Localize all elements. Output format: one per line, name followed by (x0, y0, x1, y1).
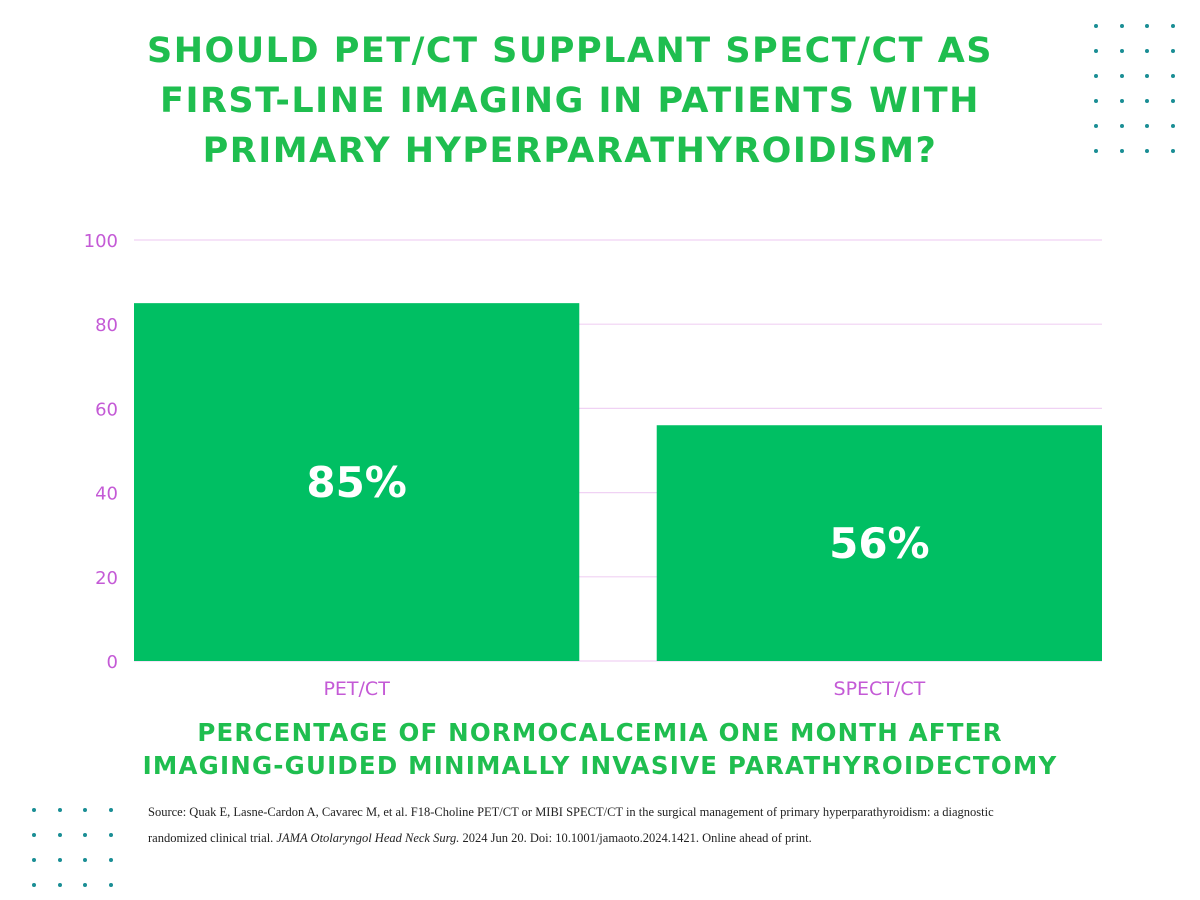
dot (1170, 24, 1175, 28)
dot-grid-icon-top-right (1094, 24, 1184, 154)
dot (108, 858, 113, 862)
dot (1145, 24, 1149, 28)
dot (1094, 49, 1098, 53)
y-tick-label: 100 (84, 231, 118, 252)
dot (1145, 74, 1149, 78)
bar (656, 425, 1102, 661)
y-tick-label: 60 (95, 399, 118, 420)
source-line-1: Source: Quak E, Lasne-Cardon A, Cavarec … (148, 805, 994, 819)
dot (1145, 99, 1149, 103)
bar-chart: 0 20 40 60 80 100 85% PET/CT 56% SPECT/CT (84, 231, 1102, 700)
dot (1119, 49, 1124, 53)
title-line-3: PRIMARY HYPERPARATHYROIDISM? (202, 131, 938, 171)
title-line-1: SHOULD PET/CT SUPPLANT SPECT/CT AS (146, 31, 993, 71)
dot (83, 883, 87, 887)
dot (1170, 149, 1175, 153)
title-line-2: FIRST-LINE IMAGING IN PATIENTS WITH (160, 81, 980, 121)
dot (57, 858, 62, 862)
dot (1094, 124, 1098, 128)
dot (1170, 99, 1175, 103)
dot (1119, 24, 1124, 28)
dot (32, 833, 36, 837)
dot (1119, 124, 1124, 128)
dot (1145, 49, 1149, 53)
dot (32, 858, 36, 862)
dot (1119, 74, 1124, 78)
x-tick-label: PET/CT (323, 678, 390, 700)
dot (1094, 24, 1098, 28)
dot (1094, 74, 1098, 78)
dot (108, 883, 113, 887)
dot (108, 833, 113, 837)
dot (83, 858, 87, 862)
y-tick-label: 40 (95, 484, 118, 505)
bar-data-label: 56% (829, 519, 930, 568)
x-tick-label: SPECT/CT (834, 678, 926, 700)
dot (57, 833, 62, 837)
dot (32, 808, 36, 812)
dot (1170, 124, 1175, 128)
dot (57, 808, 62, 812)
dot (1170, 74, 1175, 78)
dot-grid-icon-bottom-left (32, 808, 122, 893)
dot (32, 883, 36, 887)
dot (1170, 49, 1175, 53)
bar-data-label: 85% (306, 458, 407, 507)
subtitle-line-1: PERCENTAGE OF NORMOCALCEMIA ONE MONTH AF… (197, 718, 1003, 747)
dot (1145, 124, 1149, 128)
y-tick-label: 20 (95, 568, 118, 589)
dot (1119, 149, 1124, 153)
source-line-2-pre: randomized clinical trial. (148, 831, 277, 845)
subtitle-line-2: IMAGING-GUIDED MINIMALLY INVASIVE PARATH… (142, 751, 1058, 780)
bar (134, 303, 580, 661)
source-line-2: randomized clinical trial. JAMA Otolaryn… (148, 825, 1148, 851)
source-line-2-post: 2024 Jun 20. Doi: 10.1001/jamaoto.2024.1… (459, 831, 812, 845)
y-tick-label: 80 (95, 315, 118, 336)
dot (1094, 99, 1098, 103)
chart-subtitle: PERCENTAGE OF NORMOCALCEMIA ONE MONTH AF… (100, 716, 1100, 782)
dot (108, 808, 113, 812)
source-journal: JAMA Otolaryngol Head Neck Surg. (276, 831, 460, 845)
dot (1119, 99, 1124, 103)
chart-title: SHOULD PET/CT SUPPLANT SPECT/CT AS FIRST… (120, 26, 1020, 176)
dot (83, 808, 87, 812)
source-citation: Source: Quak E, Lasne-Cardon A, Cavarec … (148, 799, 1148, 851)
dot (1145, 149, 1149, 153)
dot (1094, 149, 1098, 153)
dot (83, 833, 87, 837)
dot (57, 883, 62, 887)
y-tick-label: 0 (107, 652, 118, 673)
